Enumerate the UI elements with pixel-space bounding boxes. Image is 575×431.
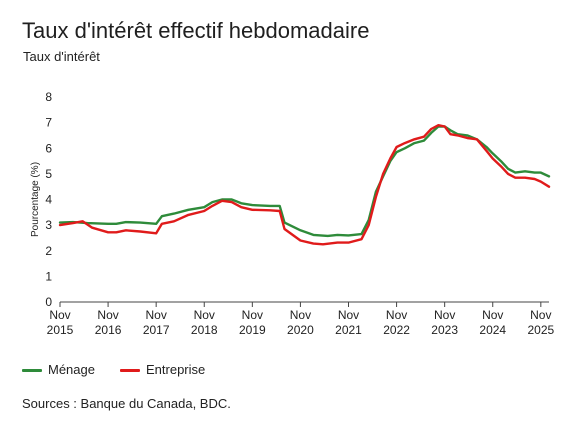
- series-line-entreprise: [58, 124, 551, 246]
- x-tick-label-year: 2022: [383, 323, 410, 337]
- legend-label-menage: Ménage: [48, 362, 95, 377]
- y-tick-label: 8: [45, 90, 52, 104]
- x-tick-label-month: Nov: [530, 308, 551, 322]
- x-tick-label-month: Nov: [194, 308, 215, 322]
- y-tick-label: 5: [45, 167, 52, 181]
- x-tick-label-month: Nov: [434, 308, 455, 322]
- y-tick-label: 1: [45, 269, 52, 283]
- x-tick-label-year: 2020: [287, 323, 314, 337]
- chart-title: Taux d'intérêt effectif hebdomadaire: [22, 18, 370, 43]
- y-axis-label: Pourcentage (%): [30, 162, 41, 237]
- x-tick-label-year: 2017: [143, 323, 170, 337]
- x-tick-label-month: Nov: [97, 308, 118, 322]
- y-tick-label: 3: [45, 218, 52, 232]
- y-tick-label: 7: [45, 116, 52, 130]
- series-line-menage: [58, 125, 551, 238]
- legend-swatch-menage: [22, 369, 42, 372]
- x-tick-label-month: Nov: [145, 308, 166, 322]
- y-tick-label: 2: [45, 244, 52, 258]
- x-tick-label-year: 2019: [239, 323, 266, 337]
- x-tick-label-year: 2023: [431, 323, 458, 337]
- source-note: Sources : Banque du Canada, BDC.: [22, 396, 231, 411]
- legend-label-entreprise: Entreprise: [146, 362, 206, 377]
- y-tick-label: 0: [45, 295, 52, 309]
- x-tick-label-month: Nov: [386, 308, 407, 322]
- x-tick-label-month: Nov: [242, 308, 263, 322]
- y-tick-label: 6: [45, 141, 52, 155]
- x-tick-label-year: 2024: [479, 323, 506, 337]
- x-tick-label-month: Nov: [49, 308, 70, 322]
- legend-swatch-entreprise: [120, 369, 140, 372]
- chart-subtitle: Taux d'intérêt: [23, 49, 100, 64]
- x-tick-label-year: 2015: [47, 323, 74, 337]
- x-tick-label-year: 2025: [527, 323, 554, 337]
- x-tick-label-month: Nov: [338, 308, 359, 322]
- x-tick-label-month: Nov: [482, 308, 503, 322]
- x-tick-label-year: 2016: [95, 323, 122, 337]
- y-tick-label: 4: [45, 193, 52, 207]
- x-tick-label-month: Nov: [290, 308, 311, 322]
- x-tick-label-year: 2021: [335, 323, 362, 337]
- x-tick-label-year: 2018: [191, 323, 218, 337]
